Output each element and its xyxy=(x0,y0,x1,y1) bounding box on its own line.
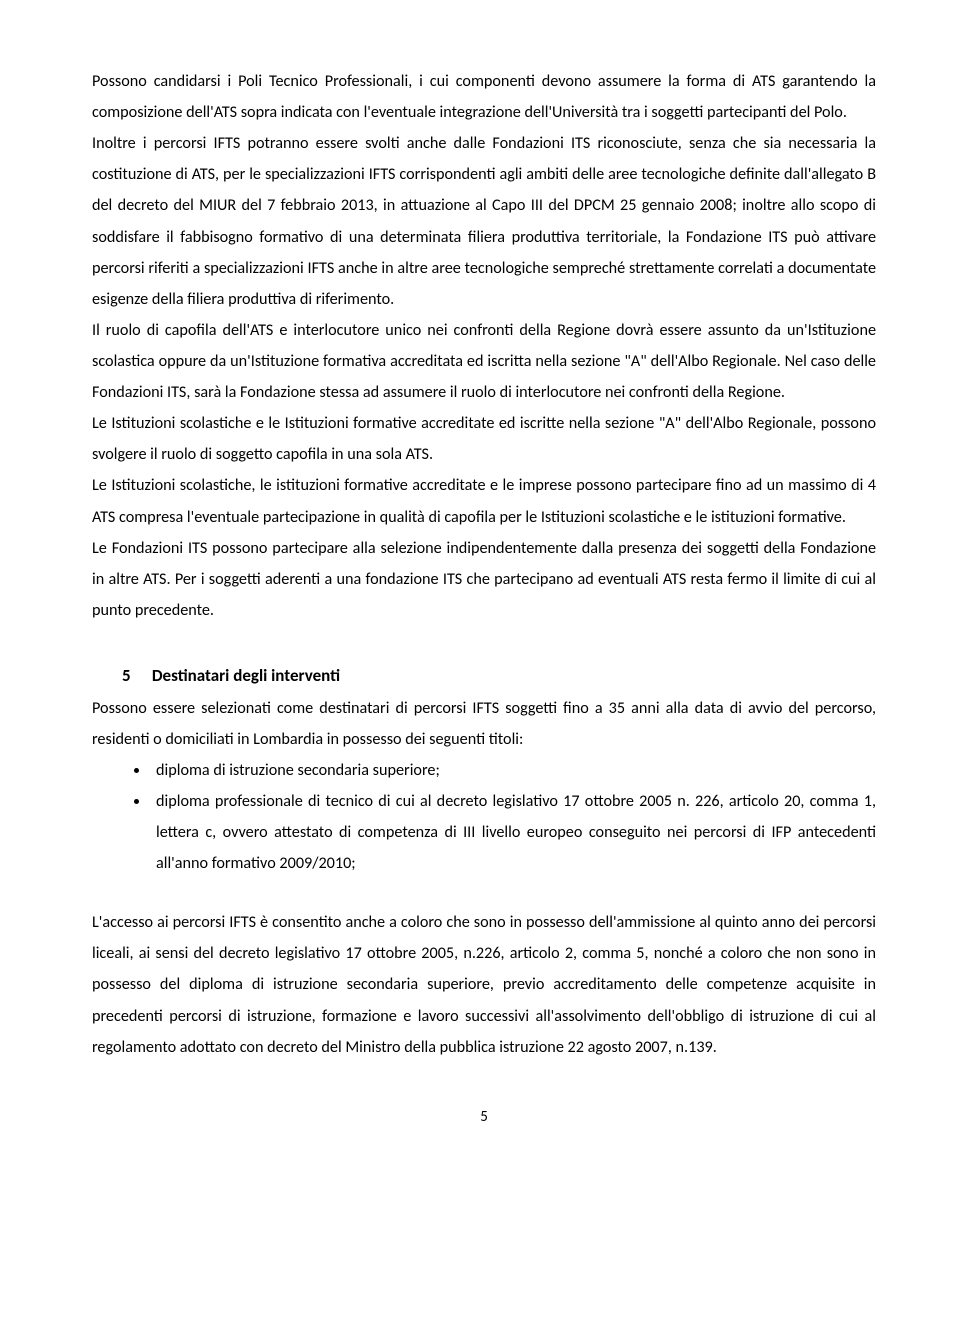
section-5-intro: Possono essere selezionati come destinat… xyxy=(92,693,876,755)
section-5-bullets: diploma di istruzione secondaria superio… xyxy=(92,755,876,879)
paragraph-6: Le Fondazioni ITS possono partecipare al… xyxy=(92,533,876,626)
paragraph-4: Le Istituzioni scolastiche e le Istituzi… xyxy=(92,408,876,470)
document-page: Possono candidarsi i Poli Tecnico Profes… xyxy=(0,0,960,1172)
paragraph-2: Inoltre i percorsi IFTS potranno essere … xyxy=(92,128,876,315)
bullet-item-2: diploma professionale di tecnico di cui … xyxy=(150,786,876,879)
section-title: Destinatari degli interventi xyxy=(152,665,340,686)
paragraph-3: Il ruolo di capofila dell'ATS e interloc… xyxy=(92,315,876,408)
paragraph-1: Possono candidarsi i Poli Tecnico Profes… xyxy=(92,66,876,128)
page-number: 5 xyxy=(92,1103,876,1132)
spacer xyxy=(92,879,876,907)
section-5-closing: L'accesso ai percorsi IFTS è consentito … xyxy=(92,907,876,1063)
spacer xyxy=(92,626,876,654)
section-number: 5 xyxy=(122,660,148,693)
section-5-heading: 5 Destinatari degli interventi xyxy=(92,660,876,693)
paragraph-5: Le Istituzioni scolastiche, le istituzio… xyxy=(92,470,876,532)
bullet-item-1: diploma di istruzione secondaria superio… xyxy=(150,755,876,786)
